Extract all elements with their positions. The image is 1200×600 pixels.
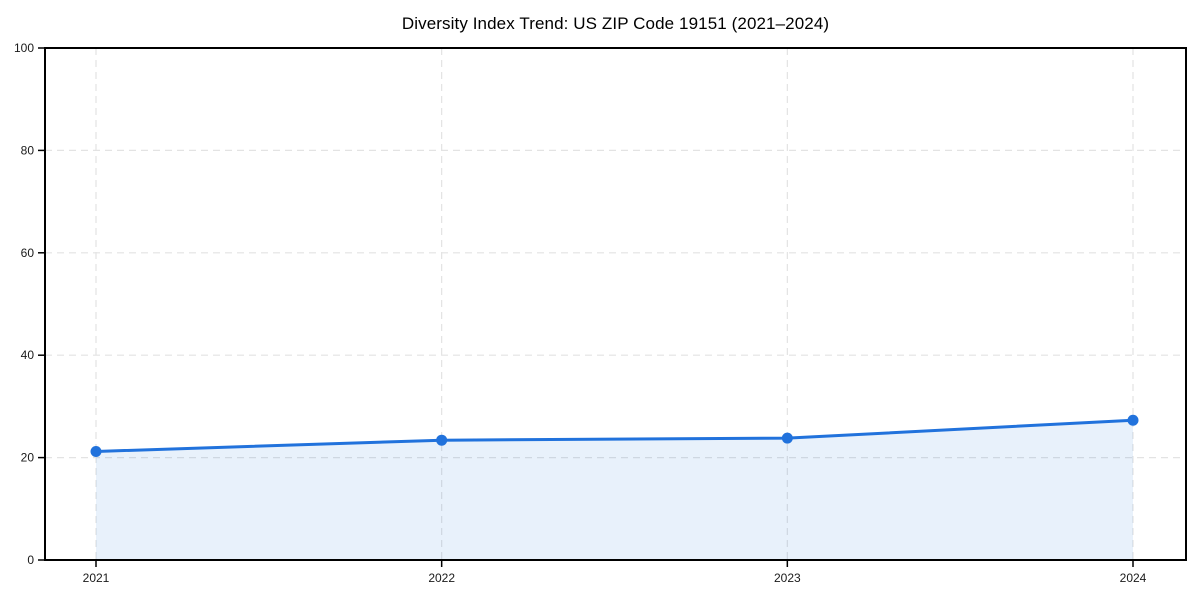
area-fill xyxy=(96,420,1133,560)
data-point-2021 xyxy=(90,445,102,457)
x-tick-label: 2021 xyxy=(83,571,110,585)
x-tick-label: 2024 xyxy=(1120,571,1147,585)
y-tick-label: 60 xyxy=(21,246,35,260)
data-point-2023 xyxy=(781,432,793,444)
y-tick-label: 100 xyxy=(14,41,34,55)
y-tick-label: 80 xyxy=(21,143,35,157)
y-tick-label: 20 xyxy=(21,451,35,465)
x-tick-label: 2022 xyxy=(428,571,455,585)
plot-border xyxy=(44,47,1187,561)
trend-line xyxy=(94,418,1135,453)
y-tick-label: 0 xyxy=(27,553,34,567)
chart-title: Diversity Index Trend: US ZIP Code 19151… xyxy=(401,14,830,33)
data-point-2022 xyxy=(436,434,448,446)
data-point-2024 xyxy=(1127,414,1139,426)
x-tick-label: 2023 xyxy=(774,571,801,585)
y-tick-label: 40 xyxy=(21,348,35,362)
